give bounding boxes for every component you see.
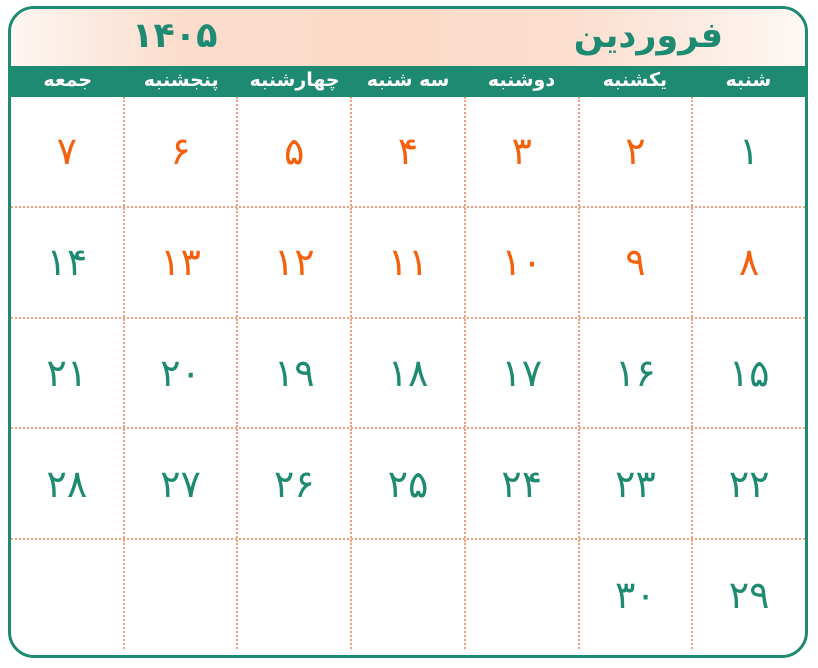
day-cell[interactable]: ۶ [122, 97, 237, 206]
week-row: ۲۲ ۲۳ ۲۴ ۲۵ ۲۶ ۲۷ ۲۸ [11, 429, 805, 541]
weekday-header-cell: جمعه [43, 69, 93, 91]
weekday-header-cell: چهارشنبه [249, 69, 340, 91]
day-cell[interactable]: ۲۷ [122, 429, 237, 539]
day-cell[interactable]: ۲۵ [350, 429, 464, 539]
day-cell[interactable]: ۱۷ [463, 318, 578, 428]
day-cell[interactable]: ۲۳ [577, 429, 692, 539]
calendar-header: فروردین ۱۴۰۵ [11, 9, 805, 66]
year-title: ۱۴۰۵ [132, 15, 218, 56]
day-cell[interactable]: ۲۶ [236, 429, 350, 539]
day-cell[interactable]: ۳ [463, 97, 578, 206]
weekday-header-row: شنبه یکشنبه دوشنبه سه شنبه چهارشنبه پنجشنبه جم… [11, 66, 805, 97]
week-row: ۲۹ ۳۰ [11, 540, 805, 649]
day-cell[interactable]: ۲۱ [46, 350, 88, 395]
day-cell[interactable]: ۱۴ [46, 240, 88, 285]
day-cell[interactable]: ۸ [691, 207, 805, 317]
day-cell[interactable]: ۱۶ [577, 318, 692, 428]
day-cell[interactable]: ۱۰ [463, 207, 578, 317]
day-cell-empty [463, 540, 578, 649]
day-cell[interactable]: ۵ [236, 97, 350, 206]
day-cell[interactable]: ۳۰ [577, 540, 692, 649]
day-cell-empty [350, 540, 464, 649]
day-cell[interactable]: ۱۹ [236, 318, 350, 428]
day-cell[interactable]: ۹ [577, 207, 692, 317]
weekday-header-cell: یکشنبه [602, 69, 668, 91]
day-cell[interactable]: ۲۲ [691, 429, 805, 539]
day-cell[interactable]: ۲ [577, 97, 692, 206]
day-cell[interactable]: ۱۳ [122, 207, 237, 317]
day-cell[interactable]: ۱۸ [350, 318, 464, 428]
week-row: ۱۵ ۱۶ ۱۷ ۱۸ ۱۹ ۲۰ ۲۱ [11, 318, 805, 430]
day-cell[interactable]: ۱ [691, 97, 805, 206]
day-cell[interactable]: ۱۲ [236, 207, 350, 317]
week-row: ۸ ۹ ۱۰ ۱۱ ۱۲ ۱۳ ۱۴ [11, 207, 805, 319]
day-cell[interactable]: ۲۹ [691, 540, 805, 649]
day-cell[interactable]: ۱۱ [350, 207, 464, 317]
day-cell-empty [236, 540, 350, 649]
weekday-header-cell: پنجشنبه [143, 69, 219, 91]
day-cell[interactable]: ۲۰ [122, 318, 237, 428]
weekday-header-cell: سه شنبه [366, 69, 450, 91]
day-cell[interactable]: ۱۵ [691, 318, 805, 428]
day-grid: ۱ ۲ ۳ ۴ ۵ ۶ ۷ ۸ ۹ ۱۰ ۱۱ ۱۲ ۱۳ ۱۴ ۱۵ ۱۶ ۱۷ ۱۸ ۱۹ ۲۰ ۲۱ ۲۲ ۲۳ ۲۴ ۲… [11, 97, 805, 649]
day-cell-empty [122, 540, 237, 649]
calendar-card: فروردین ۱۴۰۵ شنبه یکشنبه دوشنبه سه شنبه چهار… [8, 6, 808, 658]
day-cell[interactable]: ۲۴ [463, 429, 578, 539]
month-title: فروردین [573, 15, 723, 56]
day-cell[interactable]: ۷ [56, 129, 78, 174]
day-cell[interactable]: ۲۸ [46, 461, 88, 506]
weekday-header-cell: دوشنبه [487, 69, 556, 91]
day-cell-empty [11, 540, 123, 649]
weekday-header-cell: شنبه [725, 69, 772, 91]
day-cell[interactable]: ۴ [350, 97, 464, 206]
